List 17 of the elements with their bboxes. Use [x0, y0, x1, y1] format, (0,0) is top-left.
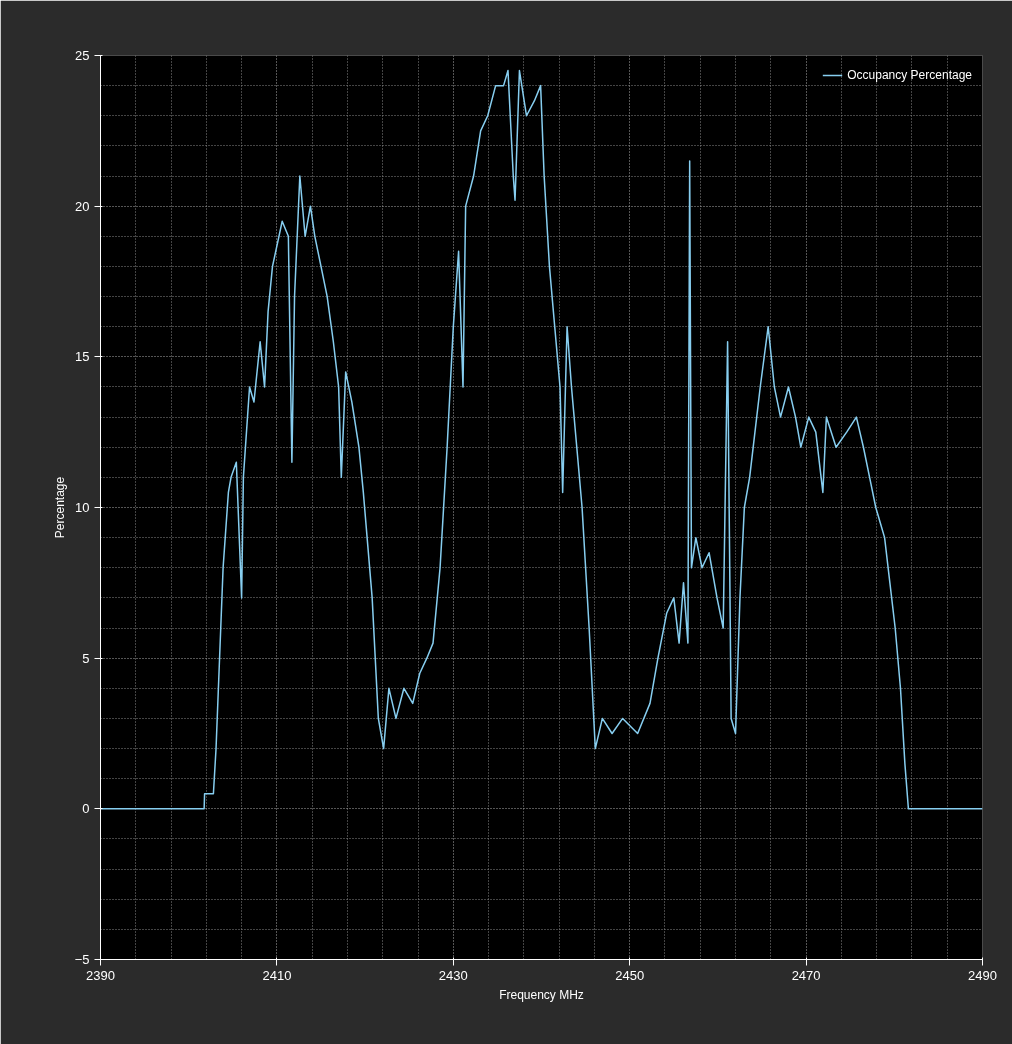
y-tick-label: 15	[75, 349, 90, 365]
y-tick-label: −5	[74, 952, 90, 967]
y-tick-label: 20	[75, 198, 90, 214]
x-tick-label: 2430	[438, 967, 468, 983]
x-tick-label: 2410	[262, 967, 292, 983]
y-tick-label: 10	[75, 500, 90, 515]
y-axis-title: Percentage	[52, 476, 67, 539]
legend-label: Occupancy Percentage	[847, 68, 972, 82]
x-tick-label: 2470	[791, 967, 821, 983]
x-axis-title: Frequency MHz	[499, 987, 584, 1002]
line-series	[100, 69, 983, 810]
x-tick-label: 2390	[86, 967, 115, 983]
y-tick-label: 25	[75, 48, 90, 63]
y-tick-label: 0	[82, 801, 90, 817]
y-tick-label: 5	[82, 650, 90, 666]
x-tick-label: 2490	[968, 967, 997, 983]
x-tick-label: 2450	[615, 967, 645, 983]
